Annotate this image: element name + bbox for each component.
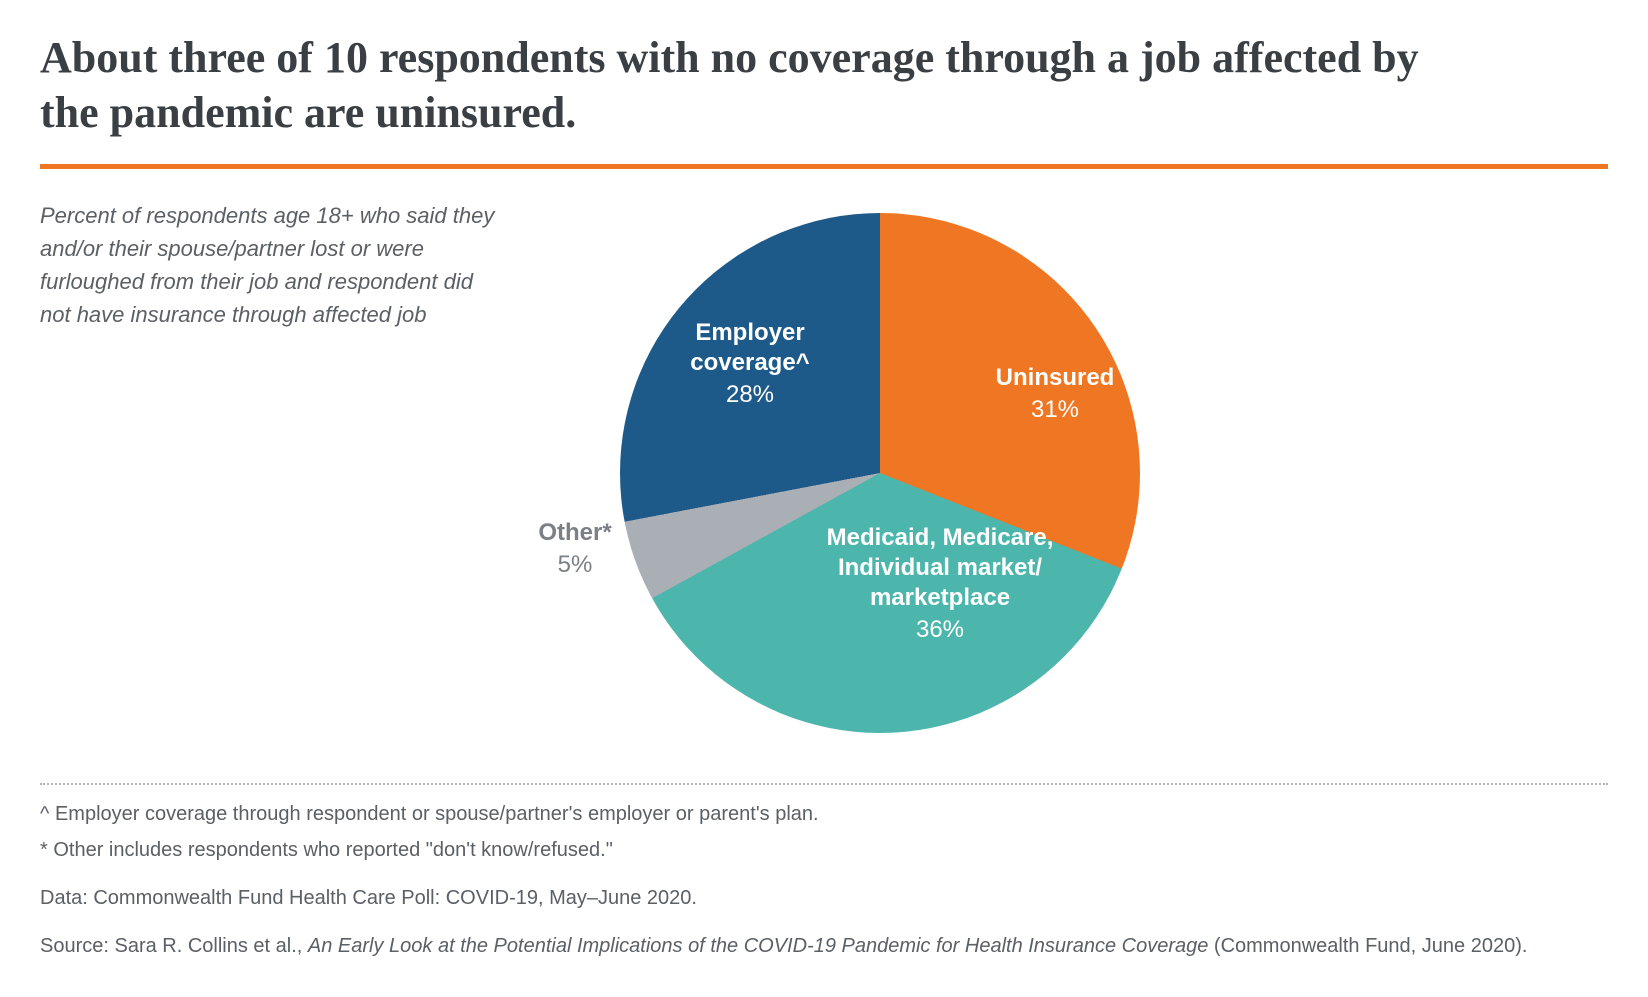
slice-pct-other: 5% [515, 550, 635, 580]
slice-name-employer: Employer coverage^ [665, 318, 835, 378]
slice-pct-employer: 28% [665, 380, 835, 410]
chart-subtitle: Percent of respondents age 18+ who said … [40, 193, 500, 331]
slice-label-employer: Employer coverage^28% [665, 318, 835, 410]
source-suffix: (Commonwealth Fund, June 2020). [1208, 935, 1527, 957]
chart-content-row: Percent of respondents age 18+ who said … [40, 193, 1608, 753]
footnote-asterisk: * Other includes respondents who reporte… [40, 835, 1608, 865]
source-prefix: Source: Sara R. Collins et al., [40, 935, 308, 957]
slice-pct-uninsured: 31% [965, 395, 1145, 425]
slice-name-medicaid: Medicaid, Medicare, Individual market/ m… [810, 523, 1070, 613]
pie-graphic [620, 213, 1140, 733]
source-attribution: Source: Sara R. Collins et al., An Early… [40, 931, 1608, 961]
orange-rule [40, 164, 1608, 169]
slice-label-uninsured: Uninsured31% [965, 363, 1145, 425]
dotted-divider [40, 783, 1608, 785]
data-attribution: Data: Commonwealth Fund Health Care Poll… [40, 883, 1608, 913]
chart-title: About three of 10 respondents with no co… [40, 30, 1440, 140]
pie-chart: Uninsured31% Medicaid, Medicare, Individu… [560, 193, 1200, 753]
slice-name-other: Other* [515, 518, 635, 548]
slice-label-other: Other*5% [515, 518, 635, 580]
footnote-caret: ^ Employer coverage through respondent o… [40, 799, 1608, 829]
slice-label-medicaid: Medicaid, Medicare, Individual market/ m… [810, 523, 1070, 645]
source-title-italic: An Early Look at the Potential Implicati… [308, 935, 1208, 957]
slice-name-uninsured: Uninsured [965, 363, 1145, 393]
slice-pct-medicaid: 36% [810, 615, 1070, 645]
